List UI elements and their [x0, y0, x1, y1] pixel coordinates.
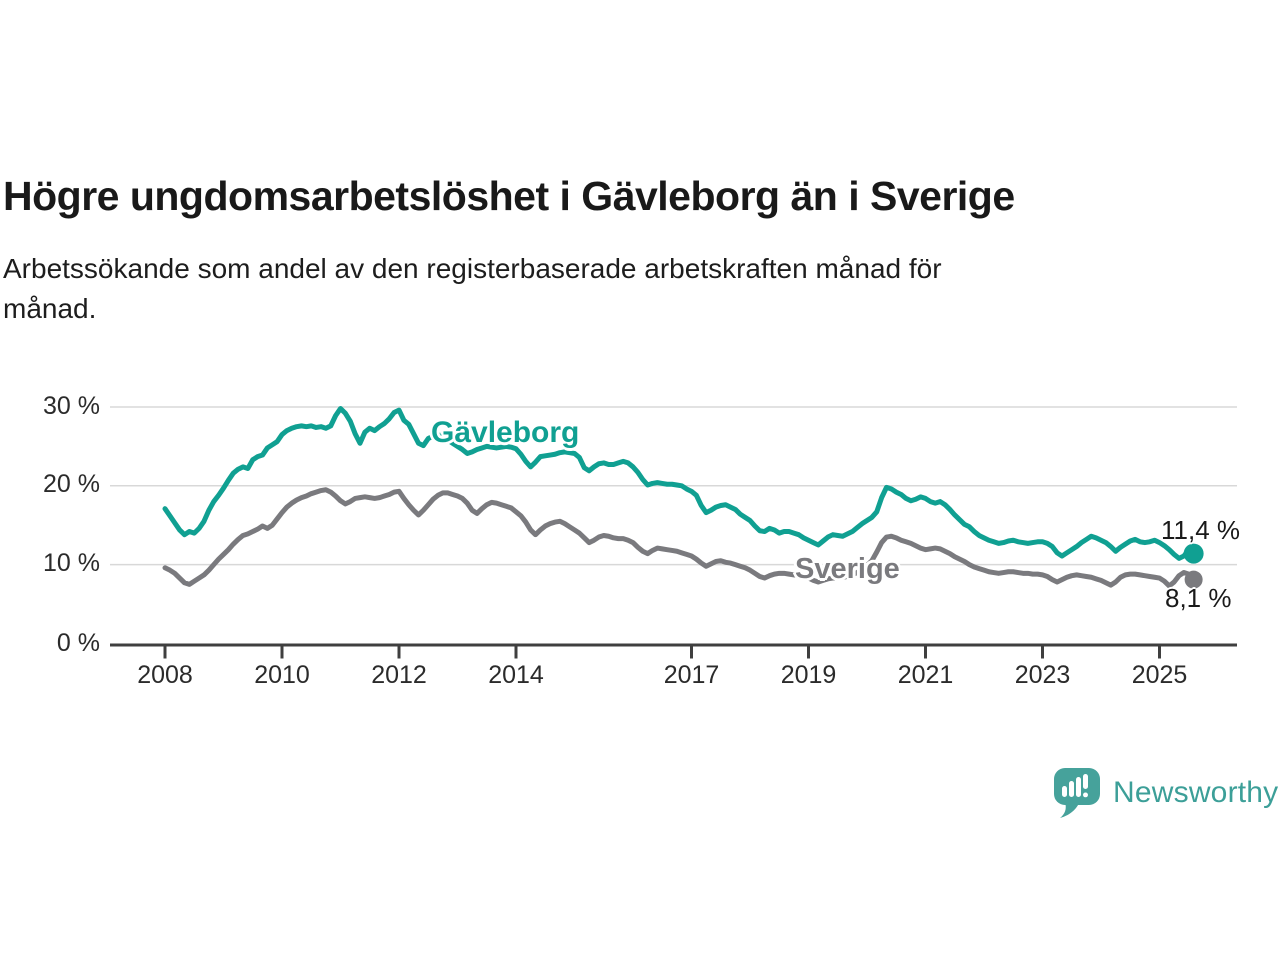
- newsworthy-brand: Newsworthy: [1053, 767, 1278, 819]
- series-label-sverige: Sverige: [795, 553, 900, 585]
- series-end-dot-sverige: [1184, 570, 1203, 589]
- x-axis-tick-2014: 2014: [488, 661, 544, 689]
- x-axis-tick-2010: 2010: [254, 661, 310, 689]
- x-axis-tick-2008: 2008: [137, 661, 193, 689]
- page-title: Högre ungdomsarbetslöshet i Gävleborg än…: [3, 173, 1015, 220]
- x-axis-tick-2023: 2023: [1014, 661, 1071, 689]
- x-axis-tick-2012: 2012: [371, 661, 427, 689]
- x-axis-tick-2019: 2019: [780, 661, 837, 689]
- end-value-gavleborg: 11,4 %: [1161, 515, 1241, 545]
- x-axis-tick-2017: 2017: [663, 661, 720, 689]
- series-line-gävleborg: [162, 406, 1197, 561]
- end-value-sverige: 8,1 %: [1165, 583, 1232, 613]
- series-end-dot-gävleborg: [1183, 543, 1204, 564]
- series-line-sverige: [162, 487, 1197, 589]
- subtitle-line-1: Arbetssökande som andel av den registerb…: [3, 253, 942, 284]
- y-axis-tick-20: 20 %: [43, 470, 100, 498]
- y-axis-tick-10: 10 %: [43, 549, 100, 577]
- newsworthy-brand-text: Newsworthy: [1113, 776, 1279, 809]
- chart-subtitle: Arbetssökande som andel av den registerb…: [3, 249, 1213, 329]
- x-axis-tick-2025: 2025: [1131, 661, 1188, 689]
- newsworthy-logo-icon: [1054, 768, 1100, 818]
- y-axis-tick-0: 0 %: [56, 629, 100, 657]
- y-axis-tick-30: 30 %: [43, 392, 100, 420]
- x-axis-tick-2021: 2021: [897, 661, 954, 689]
- subtitle-line-2: månad.: [3, 293, 97, 324]
- series-label-gavleborg: Gävleborg: [431, 416, 580, 449]
